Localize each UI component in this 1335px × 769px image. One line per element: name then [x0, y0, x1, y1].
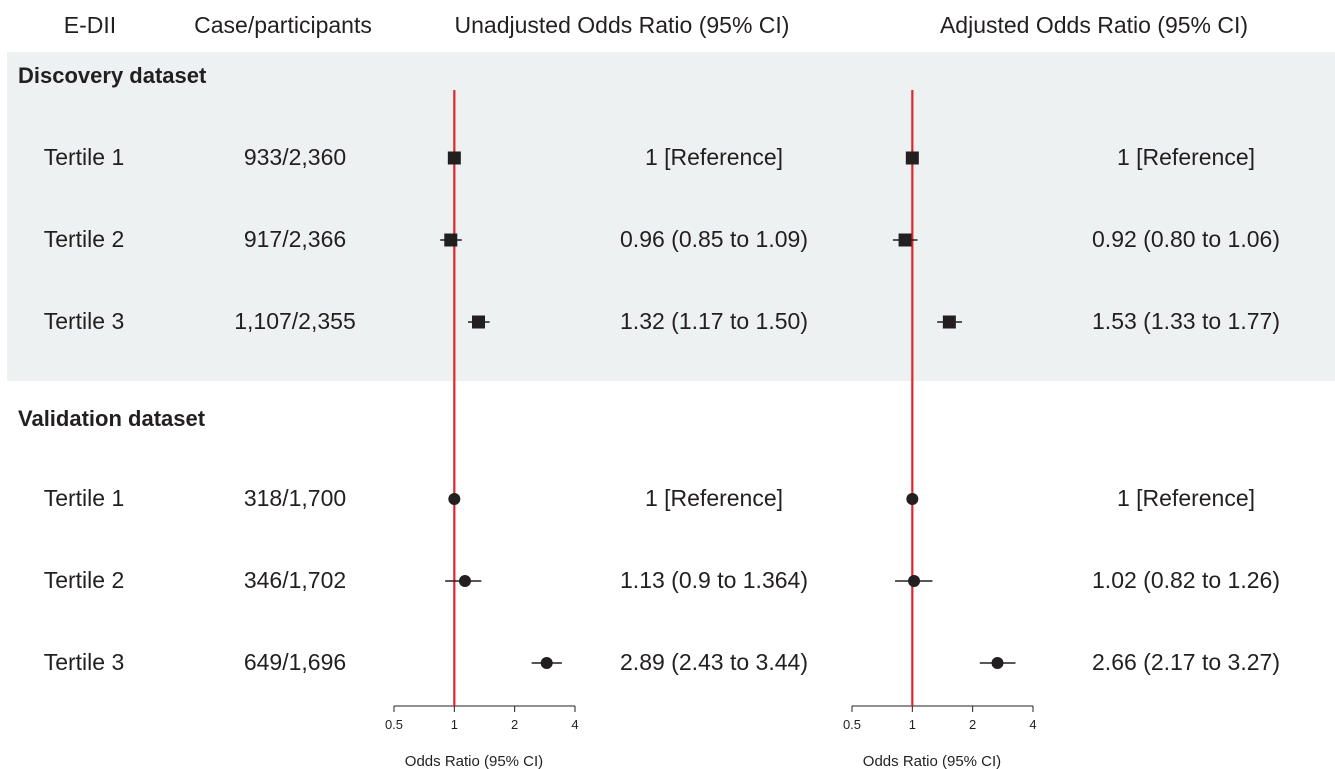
x-tick-label-adjusted: 4: [1029, 717, 1036, 732]
row-label: Tertile 3: [44, 649, 125, 675]
row-cases: 917/2,366: [244, 226, 346, 252]
header-unadjusted: Unadjusted Odds Ratio (95% CI): [455, 12, 790, 38]
x-tick-label-unadjusted: 1: [451, 717, 458, 732]
point-circle-unadjusted: [458, 575, 471, 587]
x-axis-label-adjusted: Odds Ratio (95% CI): [863, 753, 1001, 769]
row-cases: 649/1,696: [244, 649, 346, 675]
point-square-unadjusted: [444, 233, 458, 247]
point-square-adjusted: [905, 151, 919, 165]
x-tick-label-adjusted: 1: [909, 717, 916, 732]
row-label: Tertile 1: [44, 485, 125, 511]
point-circle-unadjusted: [448, 493, 461, 505]
header-adjusted: Adjusted Odds Ratio (95% CI): [940, 12, 1248, 38]
point-square-adjusted: [898, 233, 912, 247]
row-cases: 318/1,700: [244, 485, 346, 511]
or-text-unadjusted: 1 [Reference]: [645, 144, 783, 170]
x-tick-label-adjusted: 0.5: [843, 717, 861, 732]
x-tick-label-adjusted: 2: [969, 717, 976, 732]
row-cases: 1,107/2,355: [234, 308, 356, 334]
header-group: E-DII: [64, 12, 116, 38]
row-label: Tertile 3: [44, 308, 125, 334]
or-text-adjusted: 1.53 (1.33 to 1.77): [1092, 308, 1280, 334]
chart-marks: 0.5 1 2 4 0.5 1 2 4 Tertile 1 933/2,360 1 [Referen…: [44, 90, 1280, 732]
x-tick-label-unadjusted: 0.5: [385, 717, 403, 732]
or-text-adjusted: 1.02 (0.82 to 1.26): [1092, 567, 1280, 593]
discovery-band: [7, 52, 1335, 381]
or-text-adjusted: 2.66 (2.17 to 3.27): [1092, 649, 1280, 675]
point-square-adjusted: [942, 315, 956, 329]
row-label: Tertile 1: [44, 144, 125, 170]
row-cases: 933/2,360: [244, 144, 346, 170]
or-text-unadjusted: 2.89 (2.43 to 3.44): [620, 649, 808, 675]
row-cases: 346/1,702: [244, 567, 346, 593]
point-circle-unadjusted: [540, 657, 553, 669]
point-square-unadjusted: [471, 315, 485, 329]
header-cases: Case/participants: [194, 12, 372, 38]
or-text-adjusted: 1 [Reference]: [1117, 485, 1255, 511]
point-circle-adjusted: [906, 493, 919, 505]
section-title-validation: Validation dataset: [18, 406, 206, 431]
or-text-unadjusted: 0.96 (0.85 to 1.09): [620, 226, 808, 252]
point-circle-adjusted: [991, 657, 1004, 669]
section-title-discovery: Discovery dataset: [18, 63, 207, 88]
or-text-adjusted: 0.92 (0.80 to 1.06): [1092, 226, 1280, 252]
point-circle-adjusted: [908, 575, 921, 587]
or-text-unadjusted: 1 [Reference]: [645, 485, 783, 511]
point-square-unadjusted: [447, 151, 461, 165]
x-tick-label-unadjusted: 4: [571, 717, 578, 732]
row-label: Tertile 2: [44, 226, 125, 252]
or-text-adjusted: 1 [Reference]: [1117, 144, 1255, 170]
row-label: Tertile 2: [44, 567, 125, 593]
or-text-unadjusted: 1.13 (0.9 to 1.364): [620, 567, 808, 593]
x-axis-label-unadjusted: Odds Ratio (95% CI): [405, 753, 543, 769]
x-tick-label-unadjusted: 2: [511, 717, 518, 732]
or-text-unadjusted: 1.32 (1.17 to 1.50): [620, 308, 808, 334]
